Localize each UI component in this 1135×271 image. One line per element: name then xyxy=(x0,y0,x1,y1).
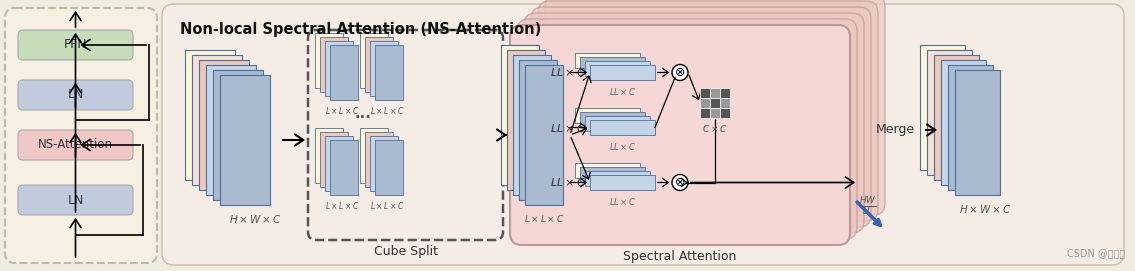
FancyBboxPatch shape xyxy=(519,60,557,200)
FancyBboxPatch shape xyxy=(365,37,393,92)
FancyBboxPatch shape xyxy=(360,128,388,183)
Text: ...: ... xyxy=(354,105,371,121)
Bar xyxy=(711,108,720,118)
FancyBboxPatch shape xyxy=(575,163,640,178)
Text: $LL\times C$: $LL\times C$ xyxy=(550,121,586,134)
Bar xyxy=(720,98,730,108)
FancyBboxPatch shape xyxy=(199,60,249,190)
FancyBboxPatch shape xyxy=(955,70,1000,195)
FancyBboxPatch shape xyxy=(580,167,645,182)
Text: $LL\times C$: $LL\times C$ xyxy=(608,196,637,207)
Text: FFN: FFN xyxy=(64,38,87,51)
FancyBboxPatch shape xyxy=(580,112,645,127)
FancyBboxPatch shape xyxy=(941,60,986,185)
Text: LN: LN xyxy=(67,89,84,102)
FancyBboxPatch shape xyxy=(585,116,650,131)
FancyBboxPatch shape xyxy=(585,61,650,76)
FancyBboxPatch shape xyxy=(513,55,550,195)
FancyBboxPatch shape xyxy=(518,19,857,239)
FancyBboxPatch shape xyxy=(590,65,655,80)
Text: Cube Split: Cube Split xyxy=(373,245,437,258)
Circle shape xyxy=(672,64,688,80)
FancyBboxPatch shape xyxy=(920,45,965,170)
FancyBboxPatch shape xyxy=(575,53,640,68)
Text: $H\times W\times C$: $H\times W\times C$ xyxy=(959,203,1012,215)
Text: Merge: Merge xyxy=(875,124,915,137)
FancyBboxPatch shape xyxy=(325,136,353,191)
Text: $L\times L\times C$: $L\times L\times C$ xyxy=(325,200,360,211)
FancyBboxPatch shape xyxy=(545,0,885,215)
FancyBboxPatch shape xyxy=(934,55,980,180)
FancyBboxPatch shape xyxy=(948,65,993,190)
FancyBboxPatch shape xyxy=(590,175,655,190)
FancyBboxPatch shape xyxy=(162,4,1124,265)
FancyBboxPatch shape xyxy=(18,80,133,110)
Text: NS-Attention: NS-Attention xyxy=(37,138,114,151)
Text: $\frac{HW}{LL}$: $\frac{HW}{LL}$ xyxy=(859,195,876,217)
Bar xyxy=(720,88,730,98)
Text: Spectral Attention: Spectral Attention xyxy=(623,250,737,263)
Text: $L\times L\times C$: $L\times L\times C$ xyxy=(325,105,360,116)
Text: $L\times L\times C$: $L\times L\times C$ xyxy=(370,200,404,211)
Bar xyxy=(720,108,730,118)
FancyBboxPatch shape xyxy=(5,8,157,263)
FancyBboxPatch shape xyxy=(316,128,343,183)
FancyBboxPatch shape xyxy=(330,45,358,100)
Text: $H\times W\times C$: $H\times W\times C$ xyxy=(228,213,281,225)
Text: Non-local Spectral Attention (NS-Attention): Non-local Spectral Attention (NS-Attenti… xyxy=(180,22,541,37)
FancyBboxPatch shape xyxy=(320,132,348,187)
FancyBboxPatch shape xyxy=(507,50,545,190)
Text: $LL\times C$: $LL\times C$ xyxy=(550,176,586,189)
FancyBboxPatch shape xyxy=(185,50,235,180)
FancyBboxPatch shape xyxy=(192,55,242,185)
Text: $LL\times C$: $LL\times C$ xyxy=(608,86,637,97)
Bar xyxy=(700,98,711,108)
FancyBboxPatch shape xyxy=(524,13,864,233)
FancyBboxPatch shape xyxy=(360,33,388,88)
FancyBboxPatch shape xyxy=(365,132,393,187)
Text: LN: LN xyxy=(67,193,84,207)
FancyBboxPatch shape xyxy=(538,1,878,221)
FancyBboxPatch shape xyxy=(213,70,263,200)
FancyBboxPatch shape xyxy=(370,41,398,96)
Text: $C\times C$: $C\times C$ xyxy=(703,123,728,134)
FancyBboxPatch shape xyxy=(220,75,270,205)
Text: $L\times L\times C$: $L\times L\times C$ xyxy=(524,213,564,224)
FancyBboxPatch shape xyxy=(320,37,348,92)
FancyBboxPatch shape xyxy=(18,185,133,215)
FancyBboxPatch shape xyxy=(18,30,133,60)
FancyBboxPatch shape xyxy=(510,25,850,245)
FancyBboxPatch shape xyxy=(590,120,655,135)
Circle shape xyxy=(672,175,688,191)
FancyBboxPatch shape xyxy=(375,140,403,195)
FancyBboxPatch shape xyxy=(927,50,972,175)
FancyBboxPatch shape xyxy=(526,65,563,205)
FancyBboxPatch shape xyxy=(18,130,133,160)
FancyBboxPatch shape xyxy=(330,140,358,195)
FancyBboxPatch shape xyxy=(316,33,343,88)
FancyBboxPatch shape xyxy=(501,45,539,185)
FancyBboxPatch shape xyxy=(580,57,645,72)
Text: $L\times L\times C$: $L\times L\times C$ xyxy=(370,105,404,116)
FancyBboxPatch shape xyxy=(585,171,650,186)
Bar xyxy=(700,108,711,118)
Bar xyxy=(711,98,720,108)
Bar xyxy=(700,88,711,98)
Text: $\otimes$: $\otimes$ xyxy=(674,176,686,189)
Text: $LL\times C$: $LL\times C$ xyxy=(608,141,637,152)
Bar xyxy=(711,88,720,98)
FancyBboxPatch shape xyxy=(325,41,353,96)
Text: $LL\times C$: $LL\times C$ xyxy=(550,66,586,79)
Text: $\otimes$: $\otimes$ xyxy=(674,66,686,79)
FancyBboxPatch shape xyxy=(205,65,257,195)
FancyBboxPatch shape xyxy=(375,45,403,100)
FancyBboxPatch shape xyxy=(531,7,871,227)
FancyBboxPatch shape xyxy=(370,136,398,191)
FancyBboxPatch shape xyxy=(575,108,640,123)
Text: CSDN @库博酱: CSDN @库博酱 xyxy=(1067,248,1125,258)
